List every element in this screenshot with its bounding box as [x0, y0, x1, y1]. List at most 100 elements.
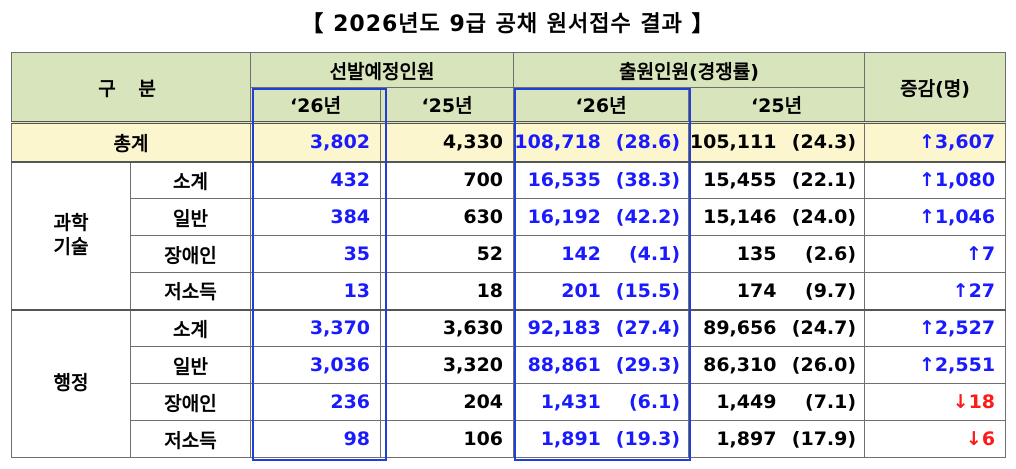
total-row: 총계 3,802 4,330 108,718 (28.6) 105,111 (24.…: [10, 121, 1007, 162]
applicants-2025-cell: 89,656 (24.7): [688, 308, 866, 347]
applicants-2026-header: ‘26년: [513, 87, 690, 123]
applicants-2025-header: ‘25년: [688, 87, 866, 123]
results-table: 구 분 선발예정인원 출원인원(경쟁률) 증감(명) ‘26년 ‘25년 ‘26…: [10, 52, 1007, 458]
applicants-2026-cell: 201 (15.5): [513, 272, 690, 310]
quota-2025-cell: 630: [380, 198, 515, 236]
applicants-2026-count: 16,535: [527, 169, 601, 192]
table-row: 장애인 236 204 1,431 (6.1) 1,449 (7.1) ↓18: [12, 383, 1007, 421]
change-cell: ↑1,080: [864, 160, 1007, 199]
quota-2025-cell: 700: [380, 160, 515, 199]
applicants-2026-count: 142: [561, 243, 601, 265]
header-row-1: 구 분 선발예정인원 출원인원(경쟁률) 증감(명): [10, 52, 1007, 123]
group-label: 과학 기술: [11, 160, 131, 310]
change-cell: ↑1,046: [864, 198, 1007, 236]
table-row: 행정 소계 3,370 3,630 92,183 (27.4) 89,656 (24.7) ↑2…: [11, 308, 1007, 458]
applicants-2025-count: 174: [736, 279, 777, 302]
applicants-2025-cell: 15,146 (24.0): [688, 198, 866, 236]
results-table-body: 구 분 선발예정인원 출원인원(경쟁률) 증감(명) ‘26년 ‘25년 ‘26…: [10, 52, 1007, 458]
table-row: 저소득 13 18 201 (15.5) 174 (9.7) ↑27: [12, 272, 1007, 310]
total-applicants-2025-count: 105,111: [689, 131, 777, 154]
change-cell: ↑2,551: [864, 346, 1007, 384]
applicants-2026-ratio: (29.3): [615, 354, 681, 376]
row-label: 장애인: [129, 235, 252, 273]
applicants-2026-ratio: (27.4): [615, 317, 681, 340]
applicants-2026-cell: 16,535 (38.3): [513, 160, 690, 199]
applicants-2025-cell: 1,897 (17.9): [688, 420, 866, 458]
quota-2026-cell: 35: [250, 235, 382, 273]
quota-2026-cell: 432: [250, 160, 382, 199]
row-label: 소계: [129, 160, 252, 199]
total-label: 총계: [10, 121, 252, 162]
applicants-2025-cell: 86,310 (26.0): [688, 346, 866, 384]
applicants-header: 출원인원(경쟁률): [513, 52, 866, 88]
page-title: 【 2026년도 9급 공채 원서접수 결과 】: [301, 12, 715, 37]
total-applicants-2025-ratio: (24.3): [791, 131, 857, 154]
applicants-2026-ratio: (42.2): [615, 206, 681, 228]
applicants-2025-count: 86,310: [703, 354, 777, 376]
applicants-2026-ratio: (19.3): [615, 428, 681, 450]
total-quota-2026: 3,802: [250, 121, 382, 162]
applicants-2025-count: 89,656: [703, 317, 777, 340]
header-row-2: ‘26년 ‘25년 ‘26년 ‘25년: [12, 87, 1006, 123]
row-label: 저소득: [129, 272, 252, 310]
applicants-2025-ratio: (22.1): [791, 169, 857, 192]
applicants-2025-ratio: (17.9): [791, 428, 857, 450]
applicants-2026-cell: 16,192 (42.2): [513, 198, 690, 236]
change-cell: ↑27: [864, 272, 1007, 310]
applicants-2026-cell: 1,431 (6.1): [513, 383, 690, 421]
applicants-2025-cell: 174 (9.7): [688, 272, 866, 310]
row-label: 일반: [129, 346, 252, 384]
quota-2026-cell: 98: [250, 420, 382, 458]
applicants-2026-cell: 92,183 (27.4): [513, 308, 690, 347]
table-row: 저소득 98 106 1,891 (19.3) 1,897 (17.9) ↓6: [12, 420, 1007, 458]
change-cell: ↑7: [864, 235, 1007, 273]
applicants-2026-ratio: (6.1): [629, 391, 681, 413]
quota-2025-cell: 106: [380, 420, 515, 458]
applicants-2026-ratio: (38.3): [615, 169, 681, 192]
applicants-2025-ratio: (26.0): [791, 354, 857, 376]
table-row: 장애인 35 52 142 (4.1) 135 (2.6) ↑7: [12, 235, 1007, 273]
total-applicants-2026: 108,718 (28.6): [513, 121, 690, 162]
quota-2026-cell: 13: [250, 272, 382, 310]
total-change: ↑3,607: [864, 121, 1007, 162]
applicants-2026-count: 92,183: [527, 317, 601, 340]
table-row: 일반 384 630 16,192 (42.2) 15,146 (24.0) ↑1,046: [12, 198, 1007, 236]
quota-2026-header: ‘26년: [250, 87, 382, 123]
row-label: 장애인: [129, 383, 252, 421]
row-label: 일반: [129, 198, 252, 236]
applicants-2026-cell: 1,891 (19.3): [513, 420, 690, 458]
applicants-2025-ratio: (7.1): [805, 391, 857, 413]
change-cell: ↑2,527: [864, 308, 1007, 347]
applicants-2025-count: 135: [736, 243, 777, 265]
table-row: 과학 기술 소계 432 700 16,535 (38.3) 15,455 (22.1) ↑1,…: [11, 160, 1007, 310]
quota-header: 선발예정인원: [250, 52, 515, 88]
applicants-2026-cell: 88,861 (29.3): [513, 346, 690, 384]
applicants-2025-count: 1,897: [716, 428, 777, 450]
quota-2025-cell: 52: [380, 235, 515, 273]
applicants-2025-ratio: (24.7): [791, 317, 857, 340]
quota-2026-cell: 236: [250, 383, 382, 421]
total-applicants-2026-ratio: (28.6): [615, 131, 681, 154]
applicants-2026-count: 1,891: [540, 428, 601, 450]
quota-2026-cell: 384: [250, 198, 382, 236]
applicants-2025-cell: 1,449 (7.1): [688, 383, 866, 421]
applicants-2025-count: 15,146: [703, 206, 777, 228]
applicants-2025-ratio: (24.0): [791, 206, 857, 228]
quota-2025-cell: 204: [380, 383, 515, 421]
applicants-2025-cell: 15,455 (22.1): [688, 160, 866, 199]
group-label: 행정: [11, 308, 131, 458]
change-header: 증감(명): [864, 52, 1007, 123]
quota-2026-cell: 3,370: [250, 308, 382, 347]
total-applicants-2026-count: 108,718: [514, 131, 601, 154]
applicants-2026-count: 1,431: [540, 391, 601, 413]
category-header: 구 분: [10, 52, 252, 123]
applicants-2026-ratio: (15.5): [615, 279, 681, 302]
applicants-2026-cell: 142 (4.1): [513, 235, 690, 273]
total-quota-2025: 4,330: [380, 121, 515, 162]
total-applicants-2025: 105,111 (24.3): [688, 121, 866, 162]
quota-2025-cell: 3,630: [380, 308, 515, 347]
applicants-2025-count: 15,455: [703, 169, 777, 192]
applicants-2026-count: 16,192: [527, 206, 601, 228]
applicants-2026-count: 201: [561, 279, 601, 302]
applicants-2025-count: 1,449: [716, 391, 777, 413]
